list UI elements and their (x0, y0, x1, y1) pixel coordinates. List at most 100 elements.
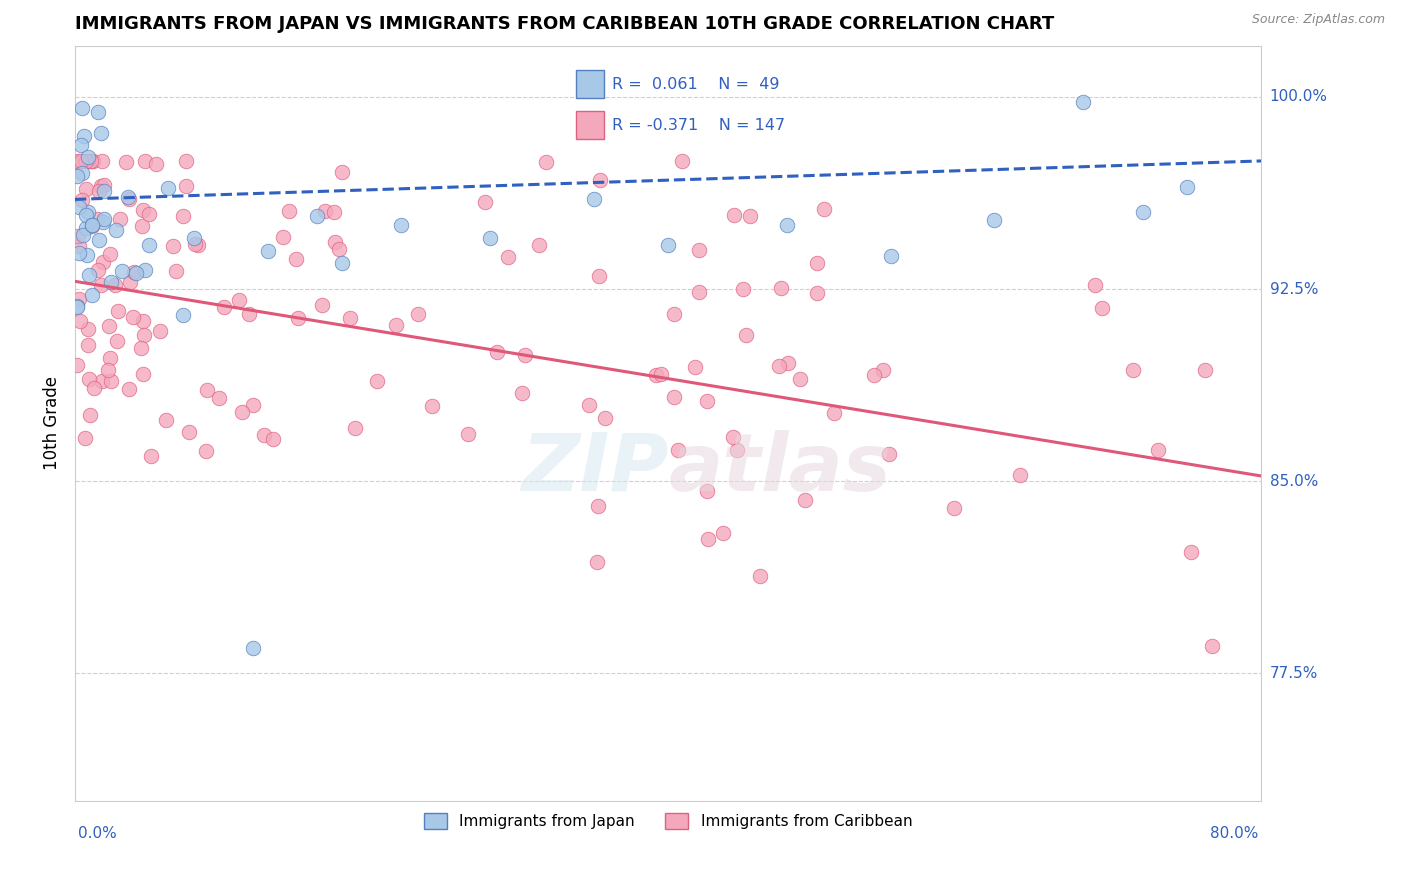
Point (67, 292, 90, 306)
Point (132, 203, 155, 218)
Point (131, 219, 153, 233)
Point (149, 324, 172, 338)
Point (107, 303, 129, 318)
Point (66, 169, 89, 183)
Text: 100.0%: 100.0% (1270, 89, 1327, 104)
Point (73, 129, 96, 144)
Point (683, 359, 706, 374)
Point (155, 413, 177, 427)
Point (69, 153, 91, 168)
Point (323, 235, 346, 249)
Point (776, 218, 799, 232)
Point (75, 220, 97, 235)
Point (328, 243, 350, 257)
Point (67, 201, 90, 215)
Point (100, 374, 122, 388)
Text: ZIP: ZIP (520, 430, 668, 508)
Y-axis label: 10th Grade: 10th Grade (44, 376, 60, 470)
Point (90, 127, 112, 141)
Point (644, 368, 666, 382)
Point (138, 207, 160, 221)
Point (79, 408, 101, 422)
Point (69, 138, 91, 153)
Point (696, 394, 718, 409)
Point (657, 238, 679, 252)
Point (172, 209, 194, 223)
Point (197, 383, 219, 397)
Point (69, 238, 91, 252)
Point (323, 205, 346, 219)
Point (93, 184, 115, 198)
Point (105, 334, 128, 349)
Point (588, 268, 610, 283)
Point (284, 252, 307, 266)
Point (366, 374, 388, 388)
Point (408, 307, 430, 321)
Point (256, 244, 278, 258)
Point (510, 385, 533, 400)
Point (93, 178, 115, 192)
Point (1122, 363, 1144, 377)
Point (67, 229, 90, 244)
Point (90, 179, 112, 194)
Point (70, 193, 93, 207)
Point (183, 231, 205, 245)
Point (69, 313, 91, 327)
Point (238, 307, 260, 321)
Point (696, 483, 718, 498)
Point (389, 218, 412, 232)
Point (100, 275, 122, 289)
Point (129, 341, 152, 355)
Legend: Immigrants from Japan, Immigrants from Caribbean: Immigrants from Japan, Immigrants from C… (418, 807, 918, 835)
Point (1180, 545, 1202, 559)
Point (117, 382, 139, 396)
Point (498, 250, 520, 264)
Point (104, 278, 127, 293)
Point (769, 280, 792, 294)
Point (806, 256, 828, 270)
Point (330, 256, 353, 270)
Point (208, 391, 231, 405)
Text: Source: ZipAtlas.com: Source: ZipAtlas.com (1251, 13, 1385, 27)
Point (583, 192, 606, 206)
Point (87, 262, 110, 277)
Point (330, 164, 353, 178)
Point (688, 285, 710, 300)
Point (174, 153, 197, 168)
Point (65, 300, 87, 314)
Point (813, 202, 835, 216)
Point (1201, 639, 1223, 653)
Point (97, 363, 120, 377)
Point (122, 265, 145, 279)
Point (735, 328, 758, 343)
Point (194, 443, 217, 458)
Point (877, 447, 900, 461)
Point (79, 153, 101, 168)
Point (593, 411, 616, 425)
Point (120, 276, 142, 290)
Point (82, 218, 104, 232)
Point (589, 173, 612, 187)
Point (67, 245, 90, 260)
Point (141, 449, 163, 463)
Text: atlas: atlas (668, 430, 891, 508)
Point (242, 398, 264, 412)
Point (90, 374, 112, 388)
Point (131, 313, 153, 327)
Point (122, 310, 145, 324)
Point (77, 205, 100, 219)
Point (385, 318, 408, 333)
Point (768, 359, 790, 373)
Point (942, 500, 965, 515)
Point (662, 390, 685, 404)
Point (793, 493, 815, 508)
Point (77, 150, 100, 164)
Point (162, 239, 184, 253)
Point (529, 237, 551, 252)
Point (66, 153, 89, 168)
Point (145, 157, 167, 171)
Point (134, 153, 156, 168)
Point (72, 153, 94, 168)
Point (72, 101, 94, 115)
Point (80, 288, 103, 302)
